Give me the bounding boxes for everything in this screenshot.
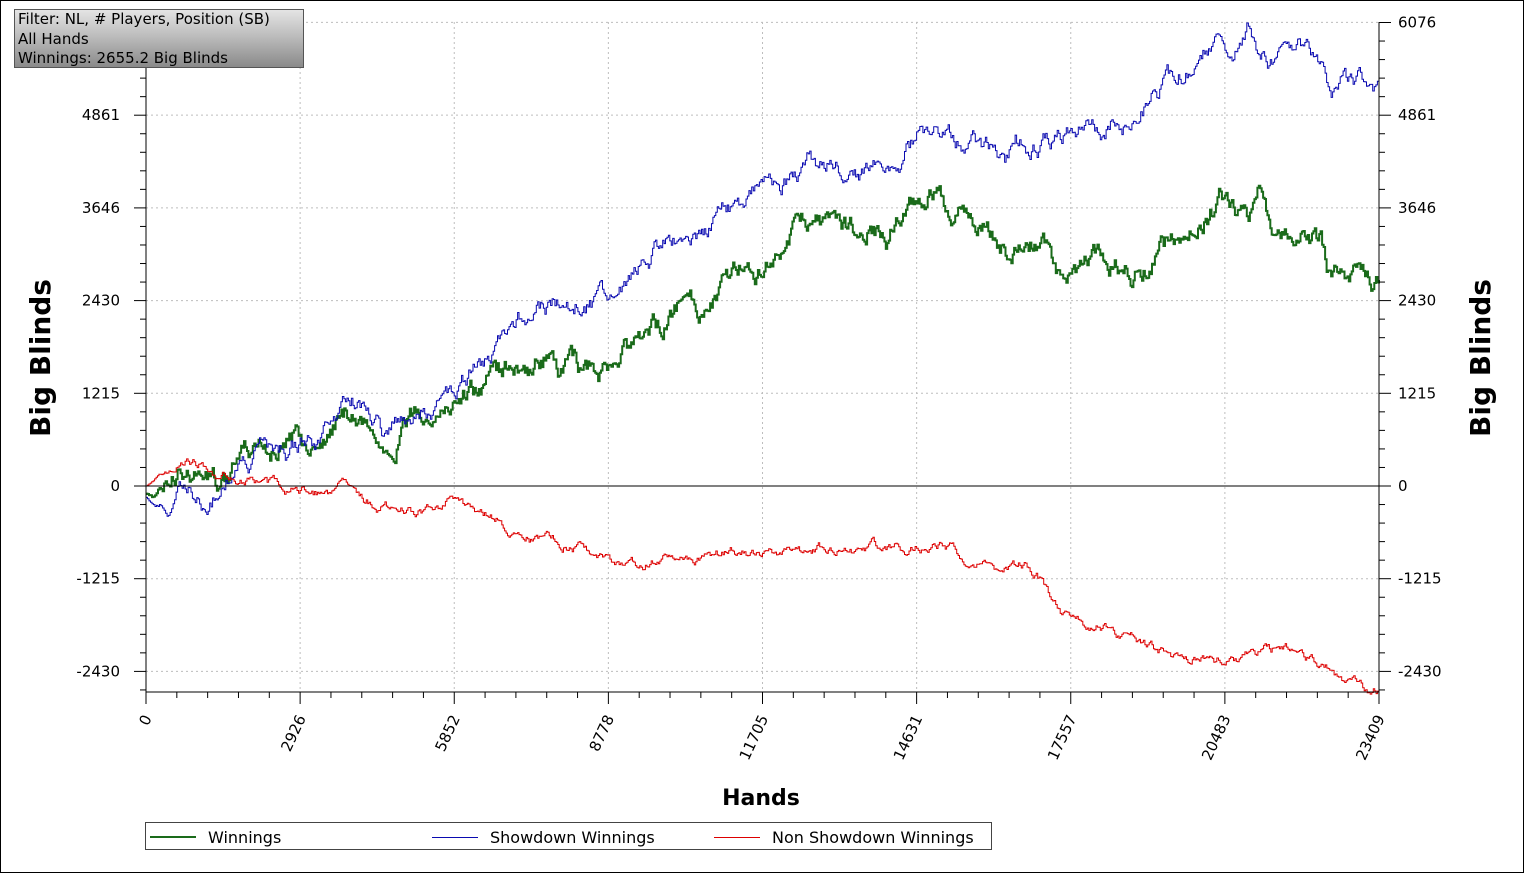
legend-label-showdown: Showdown Winnings	[490, 827, 655, 847]
x-tick-label: 8778	[586, 712, 618, 754]
x-tick-label: 23409	[1352, 712, 1388, 763]
series-lines	[146, 22, 1380, 695]
series-line-showdown-winnings	[146, 22, 1380, 517]
x-tick-label: 2926	[277, 712, 309, 754]
y-tick-label-right: -2430	[1398, 662, 1442, 680]
y-axis-title-left: Big Blinds	[24, 279, 57, 437]
y-tick-label-left: 2430	[82, 292, 120, 310]
x-tick-label: 11705	[736, 712, 772, 763]
legend-label-non-showdown: Non Showdown Winnings	[772, 827, 974, 847]
legend-swatch-showdown	[432, 836, 478, 838]
y-tick-label-left: 4861	[82, 106, 120, 124]
legend-label-winnings: Winnings	[208, 827, 282, 847]
y-tick-label-left: 1215	[82, 384, 120, 402]
axes: -2430 -2430 -1215 -1215 0 0 1215 1215 2430 2430 36…	[76, 13, 1441, 763]
x-tick-label: 0	[135, 712, 155, 728]
winnings-total-text: Winnings: 2655.2 Big Blinds	[18, 49, 228, 67]
legend-swatch-winnings	[150, 836, 196, 838]
y-axis-title-right: Big Blinds	[1464, 279, 1497, 437]
y-tick-label-right: 4861	[1398, 106, 1436, 124]
y-tick-label-right: 1215	[1398, 384, 1436, 402]
y-tick-label-right: 3646	[1398, 199, 1436, 217]
filter-text: Filter: NL, # Players, Position (SB)	[18, 10, 270, 28]
x-tick-label: 5852	[431, 712, 463, 754]
series-line-winnings	[146, 184, 1380, 499]
y-tick-label-right: 0	[1398, 477, 1408, 495]
y-tick-label-right: 6076	[1398, 13, 1436, 31]
y-tick-label-left: 3646	[82, 199, 120, 217]
x-tick-label: 14631	[890, 712, 926, 763]
filter-info-box: Filter: NL, # Players, Position (SB) All…	[14, 9, 304, 68]
legend-swatch-non-showdown	[714, 836, 760, 838]
y-tick-label-right: -1215	[1398, 570, 1442, 588]
y-tick-label-left: -2430	[76, 662, 120, 680]
y-tick-label-right: 2430	[1398, 292, 1436, 310]
legend: Winnings Showdown Winnings Non Showdown …	[145, 822, 992, 850]
legend-item-showdown: Showdown Winnings	[432, 826, 655, 848]
legend-item-winnings: Winnings	[150, 826, 281, 848]
legend-item-non-showdown: Non Showdown Winnings	[714, 826, 974, 848]
x-tick-label: 17557	[1044, 712, 1080, 763]
x-axis-title: Hands	[722, 786, 800, 811]
hands-text: All Hands	[18, 29, 89, 48]
grid	[146, 21, 1379, 692]
series-line-non-showdown-winnings	[146, 458, 1380, 695]
x-tick-label: 20483	[1198, 712, 1234, 763]
y-tick-label-left: 0	[110, 477, 120, 495]
y-tick-label-left: -1215	[76, 570, 120, 588]
